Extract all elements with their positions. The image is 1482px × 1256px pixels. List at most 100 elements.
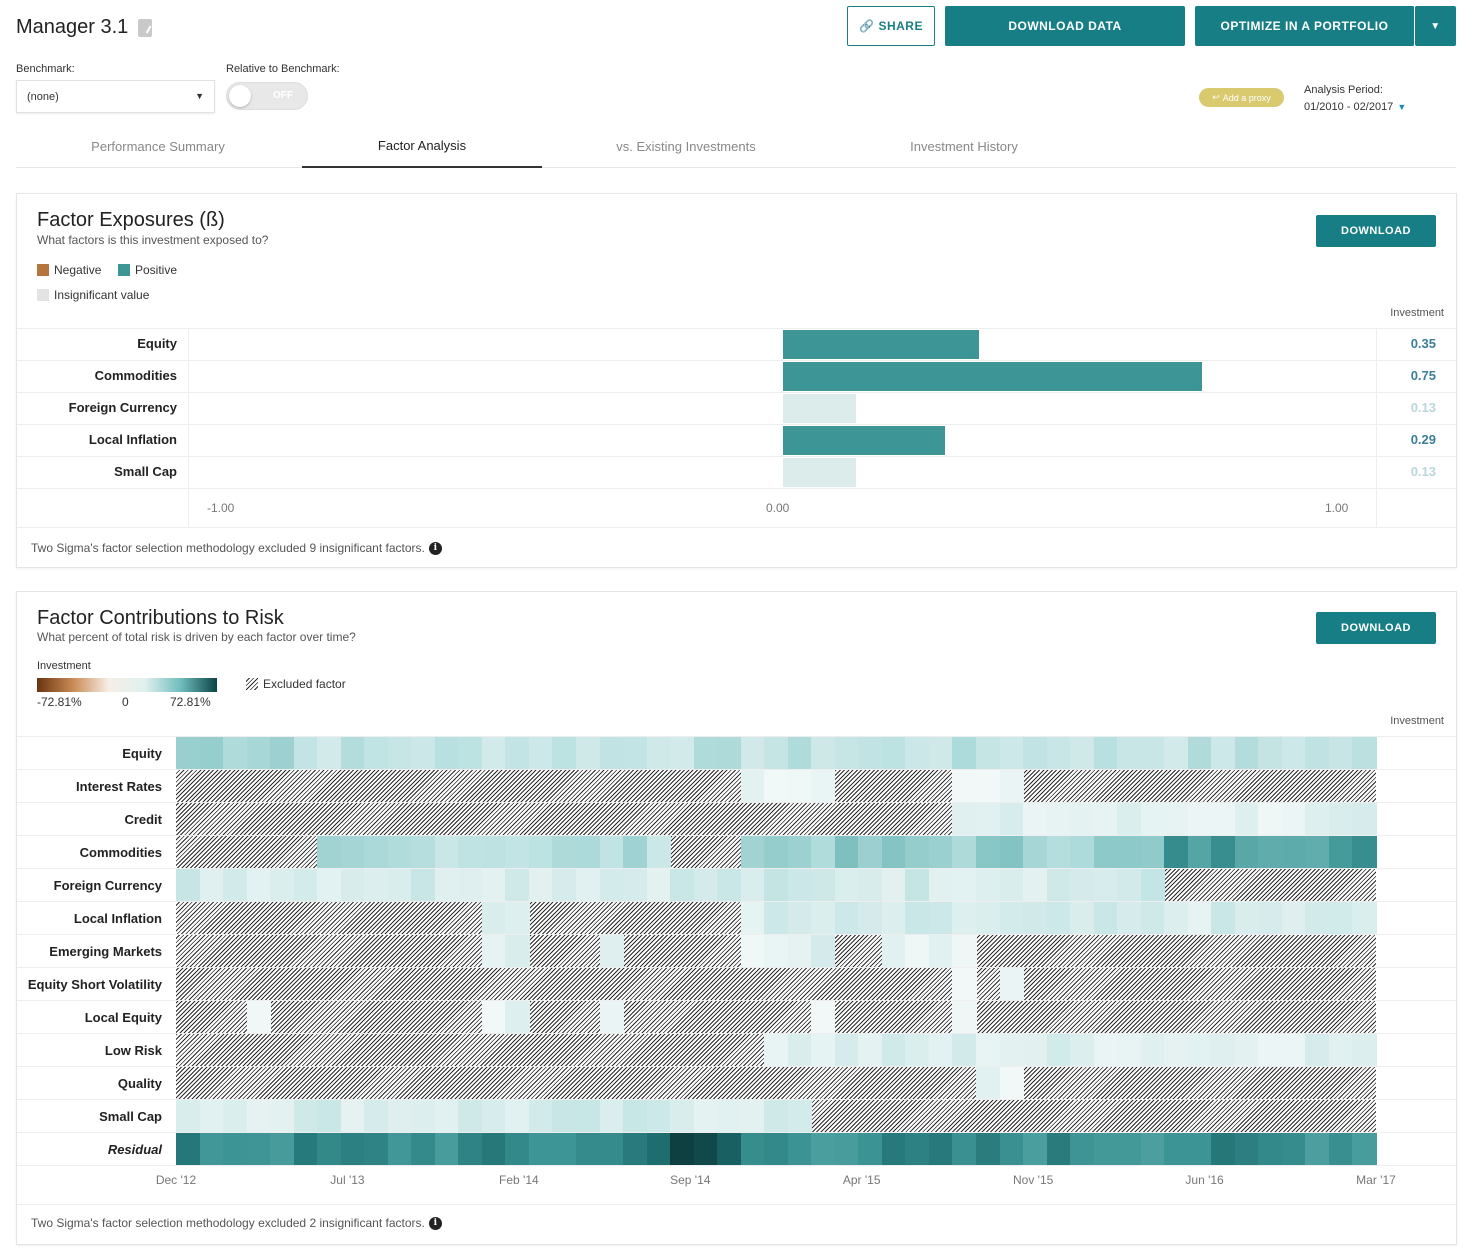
heatmap-cell[interactable] [717, 1133, 742, 1165]
info-icon[interactable]: i [428, 1216, 442, 1230]
heatmap-cell[interactable] [199, 1100, 224, 1132]
heatmap-cell[interactable] [505, 737, 530, 769]
heatmap-cell[interactable] [1187, 803, 1212, 835]
heatmap-cell[interactable] [1093, 737, 1118, 769]
heatmap-cell[interactable] [787, 1133, 812, 1165]
heatmap-cell[interactable] [552, 1133, 577, 1165]
heatmap-cell[interactable] [1352, 1034, 1377, 1066]
heatmap-cell[interactable] [1164, 737, 1189, 769]
heatmap-cell[interactable] [693, 869, 718, 901]
heatmap-cell[interactable] [1023, 869, 1048, 901]
heatmap-cell[interactable] [976, 737, 1001, 769]
heatmap-cell[interactable] [317, 836, 342, 868]
heatmap-cell[interactable] [1023, 836, 1048, 868]
heatmap-cell[interactable] [1140, 869, 1165, 901]
heatmap-cell[interactable] [834, 902, 859, 934]
heatmap-cell[interactable] [670, 869, 695, 901]
heatmap-cell[interactable] [740, 902, 765, 934]
heatmap-cell[interactable] [1164, 836, 1189, 868]
heatmap-cell[interactable] [623, 737, 648, 769]
heatmap-cell[interactable] [340, 737, 365, 769]
heatmap-cell[interactable] [1046, 1133, 1071, 1165]
heatmap-cell[interactable] [764, 869, 789, 901]
heatmap-cell[interactable] [481, 1001, 506, 1033]
heatmap-cell[interactable] [952, 902, 977, 934]
heatmap-cell[interactable] [528, 737, 554, 769]
heatmap-cell[interactable] [764, 836, 789, 868]
heatmap-cell[interactable] [764, 737, 789, 769]
heatmap-cell[interactable] [246, 1100, 271, 1132]
heatmap-cell[interactable] [811, 770, 836, 802]
tab-performance-summary[interactable]: Performance Summary [91, 138, 225, 154]
heatmap-cell[interactable] [834, 1133, 859, 1165]
heatmap-cell[interactable] [1093, 836, 1118, 868]
tab-investment-history[interactable]: Investment History [910, 138, 1018, 154]
heatmap-cell[interactable] [176, 1100, 201, 1132]
heatmap-cell[interactable] [881, 737, 906, 769]
heatmap-cell[interactable] [364, 836, 389, 868]
heatmap-cell[interactable] [1352, 836, 1377, 868]
heatmap-cell[interactable] [740, 770, 765, 802]
heatmap-cell[interactable] [481, 1133, 506, 1165]
heatmap-cell[interactable] [458, 1100, 483, 1132]
relative-benchmark-toggle[interactable]: OFF [226, 82, 308, 110]
heatmap-cell[interactable] [999, 869, 1024, 901]
heatmap-cell[interactable] [999, 836, 1024, 868]
download-data-button[interactable]: DOWNLOAD DATA [945, 6, 1185, 46]
heatmap-cell[interactable] [928, 935, 954, 967]
heatmap-cell[interactable] [223, 1100, 248, 1132]
heatmap-cell[interactable] [670, 1133, 695, 1165]
heatmap-cell[interactable] [787, 836, 812, 868]
heatmap-cell[interactable] [1046, 737, 1071, 769]
heatmap-cell[interactable] [952, 869, 977, 901]
heatmap-cell[interactable] [623, 1100, 648, 1132]
heatmap-cell[interactable] [458, 737, 483, 769]
heatmap-cell[interactable] [1305, 836, 1330, 868]
heatmap-cell[interactable] [646, 836, 671, 868]
heatmap-cell[interactable] [952, 935, 977, 967]
heatmap-cell[interactable] [270, 1133, 295, 1165]
heatmap-cell[interactable] [1234, 737, 1259, 769]
heatmap-cell[interactable] [270, 869, 295, 901]
heatmap-cell[interactable] [317, 737, 342, 769]
heatmap-cell[interactable] [834, 869, 859, 901]
heatmap-cell[interactable] [740, 1133, 765, 1165]
heatmap-cell[interactable] [1305, 902, 1330, 934]
heatmap-cell[interactable] [505, 1100, 530, 1132]
heatmap-cell[interactable] [858, 836, 883, 868]
heatmap-cell[interactable] [999, 737, 1024, 769]
heatmap-cell[interactable] [905, 869, 930, 901]
heatmap-cell[interactable] [293, 1133, 318, 1165]
heatmap-cell[interactable] [1117, 737, 1142, 769]
heatmap-cell[interactable] [364, 1133, 389, 1165]
heatmap-cell[interactable] [1211, 902, 1236, 934]
heatmap-cell[interactable] [764, 1034, 789, 1066]
heatmap-cell[interactable] [693, 1100, 718, 1132]
heatmap-cell[interactable] [1117, 869, 1142, 901]
heatmap-cell[interactable] [1352, 737, 1377, 769]
heatmap-cell[interactable] [1046, 1034, 1071, 1066]
heatmap-cell[interactable] [293, 737, 318, 769]
heatmap-cell[interactable] [1258, 737, 1283, 769]
heatmap-cell[interactable] [528, 836, 554, 868]
heatmap-cell[interactable] [1117, 803, 1142, 835]
heatmap-cell[interactable] [1258, 902, 1283, 934]
heatmap-cell[interactable] [764, 902, 789, 934]
heatmap-cell[interactable] [952, 968, 977, 1000]
heatmap-cell[interactable] [787, 902, 812, 934]
heatmap-cell[interactable] [646, 869, 671, 901]
heatmap-cell[interactable] [223, 1133, 248, 1165]
heatmap-cell[interactable] [387, 869, 412, 901]
heatmap-cell[interactable] [317, 869, 342, 901]
optimize-portfolio-button[interactable]: OPTIMIZE IN A PORTFOLIO [1195, 6, 1415, 46]
heatmap-cell[interactable] [1023, 803, 1048, 835]
heatmap-cell[interactable] [1140, 1034, 1165, 1066]
heatmap-cell[interactable] [670, 737, 695, 769]
heatmap-cell[interactable] [176, 737, 201, 769]
exposures-download-button[interactable]: DOWNLOAD [1316, 215, 1436, 247]
heatmap-cell[interactable] [1211, 1034, 1236, 1066]
heatmap-cell[interactable] [905, 737, 930, 769]
heatmap-cell[interactable] [340, 1100, 365, 1132]
heatmap-cell[interactable] [1234, 836, 1259, 868]
exposure-bar[interactable] [783, 426, 946, 455]
